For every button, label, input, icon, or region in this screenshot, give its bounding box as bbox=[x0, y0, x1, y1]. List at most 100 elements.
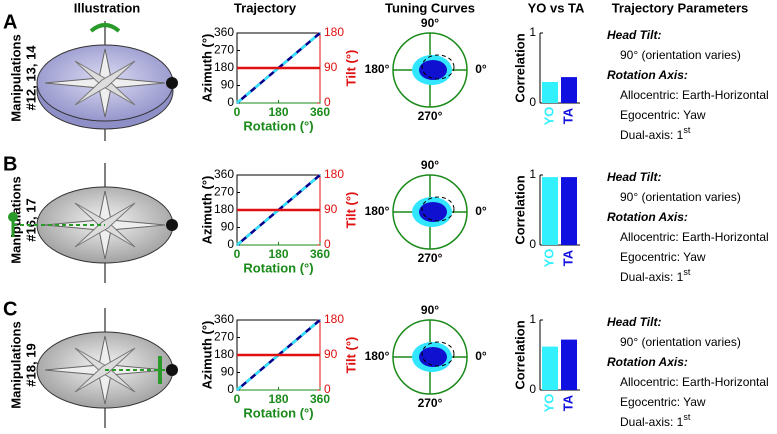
polar-label: 270° bbox=[418, 396, 443, 410]
parameter: Egocentric: Yaw bbox=[620, 250, 706, 264]
y-axis-label: Azimuth (°) bbox=[199, 34, 214, 103]
bar bbox=[542, 82, 558, 103]
x-tick-label: 0 bbox=[234, 105, 241, 119]
bar bbox=[542, 346, 558, 390]
parameter: Head Tilt: bbox=[607, 28, 661, 42]
x-axis-label: Rotation (°) bbox=[243, 118, 313, 133]
header: Trajectory Parameters bbox=[612, 0, 749, 15]
parameter-text: Allocentric: Earth-Horizontal bbox=[620, 88, 769, 102]
parameter-text: 90° (orientation varies) bbox=[620, 190, 741, 204]
polar-label: 0° bbox=[475, 62, 487, 76]
panel-letter: C bbox=[3, 298, 17, 320]
polar-label: 270° bbox=[418, 109, 443, 123]
x-tick-label: 180 bbox=[268, 392, 288, 406]
parameter: Head Tilt: bbox=[607, 170, 661, 184]
x-tick-label: 360 bbox=[310, 392, 330, 406]
bar bbox=[561, 339, 577, 390]
parameter-sup: st bbox=[683, 125, 691, 135]
polar-label: 180° bbox=[365, 62, 390, 76]
y-tick-label: 360 bbox=[214, 167, 234, 181]
y2-tick-label: 180 bbox=[324, 25, 344, 39]
y2-tick-label: 0 bbox=[324, 237, 331, 251]
parameter: Allocentric: Earth-Horizontal bbox=[620, 230, 769, 244]
manipulation-label: Manipulations bbox=[8, 321, 23, 408]
y2-tick-label: 90 bbox=[324, 202, 338, 216]
polar-label: 0° bbox=[475, 349, 487, 363]
y2-tick-label: 180 bbox=[324, 167, 344, 181]
y-tick-label: 0 bbox=[227, 382, 234, 396]
parameter-text: Egocentric: Yaw bbox=[620, 395, 706, 409]
parameter-text: Head Tilt: bbox=[607, 28, 661, 42]
parameter-text: Head Tilt: bbox=[607, 170, 661, 184]
x-axis-label: Rotation (°) bbox=[243, 260, 313, 275]
parameter-text: Allocentric: Earth-Horizontal bbox=[620, 230, 769, 244]
y-axis-label: Correlation bbox=[512, 175, 527, 244]
y2-tick-label: 0 bbox=[324, 95, 331, 109]
y-tick-label: 0 bbox=[227, 95, 234, 109]
parameter-text: 90° (orientation varies) bbox=[620, 335, 741, 349]
parameter: Allocentric: Earth-Horizontal bbox=[620, 375, 769, 389]
x-tick-label: 360 bbox=[310, 247, 330, 261]
manipulation-label: Manipulations bbox=[8, 34, 23, 121]
parameter: Allocentric: Earth-Horizontal bbox=[620, 88, 769, 102]
tuning-blob bbox=[419, 60, 447, 80]
bar-category: TA bbox=[560, 394, 575, 411]
x-tick-label: 0 bbox=[234, 392, 241, 406]
parameter-text: Egocentric: Yaw bbox=[620, 250, 706, 264]
parameter-text: Head Tilt: bbox=[607, 315, 661, 329]
y-tick-label: 360 bbox=[214, 25, 234, 39]
parameter: 90° (orientation varies) bbox=[620, 190, 741, 204]
y2-tick-label: 90 bbox=[324, 347, 338, 361]
tuning-blob bbox=[419, 347, 447, 367]
y-tick-label: 0 bbox=[529, 95, 536, 109]
bar-category: TA bbox=[560, 107, 575, 124]
y-axis-label: Azimuth (°) bbox=[199, 321, 214, 390]
compass-star bbox=[74, 60, 136, 106]
header: YO vs TA bbox=[528, 0, 585, 15]
panel-letter: B bbox=[3, 153, 17, 175]
bar bbox=[542, 177, 558, 245]
y-axis-label: Azimuth (°) bbox=[199, 176, 214, 245]
y-tick-label: 90 bbox=[221, 365, 235, 379]
parameter-text: Rotation Axis: bbox=[607, 210, 688, 224]
parameter-text: Rotation Axis: bbox=[607, 355, 688, 369]
tuning-dashed bbox=[421, 196, 455, 222]
parameter-text: Allocentric: Earth-Horizontal bbox=[620, 375, 769, 389]
y2-tick-label: 0 bbox=[324, 382, 331, 396]
parameter-text: Dual-axis: 1 bbox=[620, 270, 684, 284]
manipulation-label: #18, 19 bbox=[23, 343, 38, 386]
tuning-dashed bbox=[421, 54, 455, 80]
parameter: Egocentric: Yaw bbox=[620, 108, 706, 122]
bar bbox=[561, 77, 577, 103]
ball bbox=[166, 364, 178, 376]
y2-axis-label: Tilt (°) bbox=[343, 192, 358, 229]
parameter-text: Dual-axis: 1 bbox=[620, 128, 684, 142]
parameter-text: Egocentric: Yaw bbox=[620, 108, 706, 122]
y-axis-label: Correlation bbox=[512, 320, 527, 389]
parameter: 90° (orientation varies) bbox=[620, 48, 741, 62]
y2-axis-label: Tilt (°) bbox=[343, 337, 358, 374]
parameter: Head Tilt: bbox=[607, 315, 661, 329]
parameter-sup: st bbox=[683, 267, 691, 277]
parameter: Dual-axis: 1st bbox=[620, 267, 691, 284]
parameter: Rotation Axis: bbox=[607, 210, 688, 224]
parameter-text: 90° (orientation varies) bbox=[620, 48, 741, 62]
y-tick-label: 90 bbox=[221, 78, 235, 92]
y-tick-label: 0 bbox=[529, 382, 536, 396]
header: Trajectory bbox=[234, 0, 297, 15]
y-tick-label: 1 bbox=[529, 167, 536, 181]
ball bbox=[166, 219, 178, 231]
ball bbox=[166, 77, 178, 89]
parameter: Egocentric: Yaw bbox=[620, 395, 706, 409]
y2-tick-label: 90 bbox=[324, 60, 338, 74]
bar bbox=[561, 177, 577, 245]
parameter: 90° (orientation varies) bbox=[620, 335, 741, 349]
x-tick-label: 0 bbox=[234, 247, 241, 261]
parameter: Dual-axis: 1st bbox=[620, 412, 691, 429]
header: Tuning Curves bbox=[385, 0, 475, 15]
x-tick-label: 360 bbox=[310, 105, 330, 119]
y-tick-label: 90 bbox=[221, 220, 235, 234]
y-tick-label: 0 bbox=[529, 237, 536, 251]
y-tick-label: 270 bbox=[214, 330, 234, 344]
